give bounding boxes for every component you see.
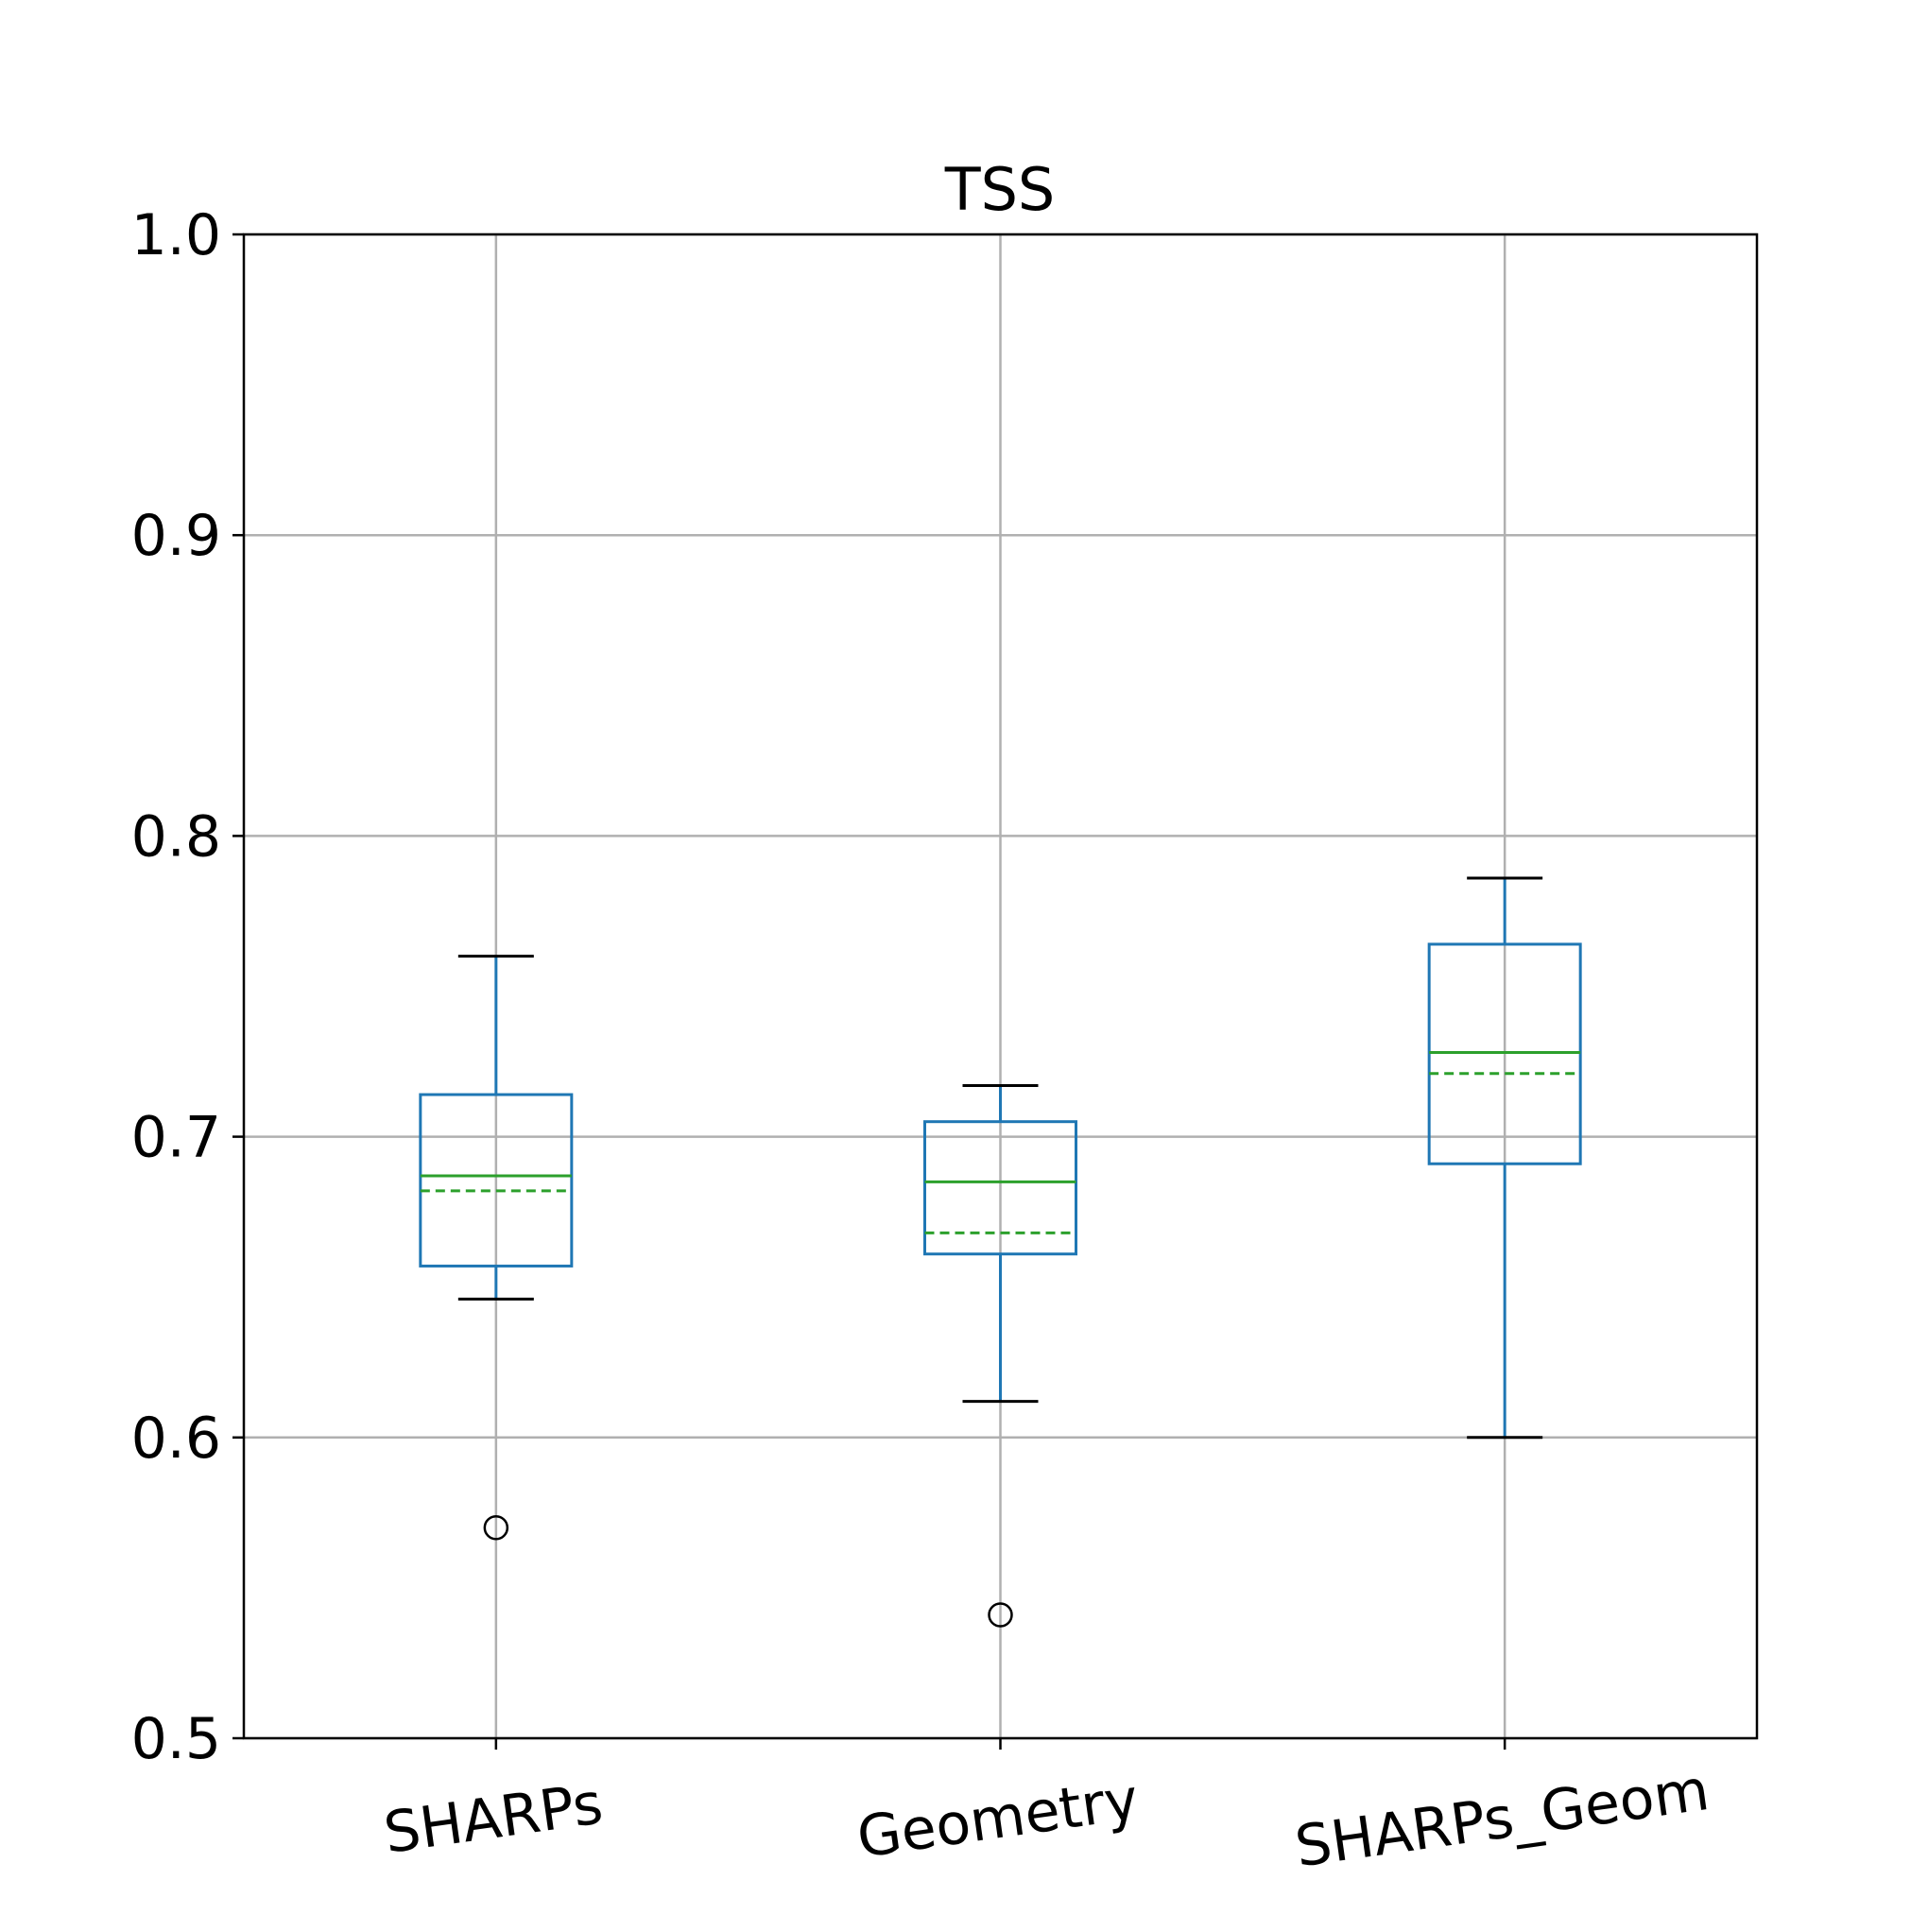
- chart-title: TSS: [944, 155, 1056, 224]
- iqr-box: [1427, 942, 1582, 1165]
- y-tick-label: 0.8: [131, 803, 221, 870]
- box-group: [1427, 876, 1582, 1440]
- outlier-point: [483, 1515, 509, 1541]
- iqr-box: [419, 1093, 574, 1268]
- y-tick-label: 0.5: [131, 1706, 221, 1772]
- outlier-point: [988, 1602, 1013, 1628]
- y-tick-label: 0.9: [131, 503, 221, 569]
- box-group: [419, 955, 574, 1541]
- box-group: [923, 1084, 1077, 1628]
- y-tick-label: 1.0: [131, 202, 221, 268]
- y-tick-label: 0.6: [131, 1406, 221, 1472]
- iqr-box: [923, 1120, 1077, 1256]
- y-tick-label: 0.7: [131, 1105, 221, 1171]
- box-layer: [419, 876, 1582, 1628]
